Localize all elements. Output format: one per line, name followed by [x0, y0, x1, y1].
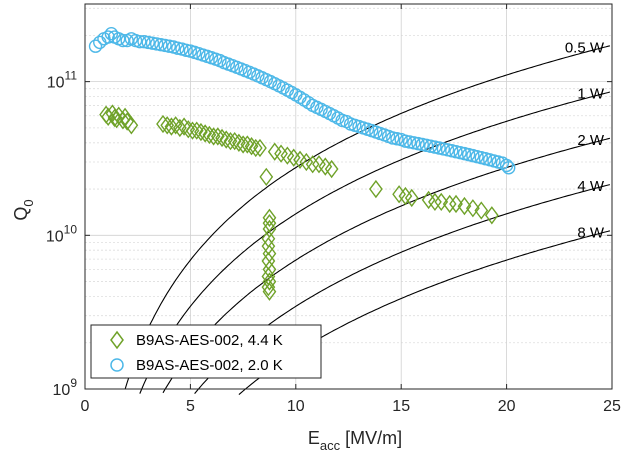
- data-point-diamond: [181, 120, 196, 139]
- data-point-diamond: [120, 112, 135, 131]
- data-point-diamond: [164, 117, 179, 136]
- data-point-circle: [499, 158, 514, 173]
- data-point-diamond: [202, 125, 217, 145]
- power-curve-label: 1 W: [577, 86, 605, 103]
- data-point-diamond: [428, 192, 442, 212]
- data-point-diamond: [262, 208, 277, 227]
- series-1: [99, 104, 499, 301]
- power-curve-label: 4 W: [577, 178, 605, 195]
- data-point-diamond: [442, 194, 457, 214]
- x-tick-label: 20: [498, 398, 516, 415]
- data-point-diamond: [262, 282, 277, 301]
- data-point-circle: [88, 39, 103, 53]
- data-point-diamond: [236, 135, 250, 154]
- legend-circle-marker: [110, 358, 124, 372]
- y-tick-label: 1010: [46, 222, 77, 245]
- power-curve: [162, 137, 611, 394]
- data-point-diamond: [262, 272, 277, 291]
- data-point-diamond: [484, 206, 499, 225]
- power-curve-label: 8 W: [577, 224, 605, 241]
- data-point-diamond: [244, 137, 259, 156]
- data-point-diamond: [177, 117, 191, 136]
- data-point-diamond: [210, 127, 225, 146]
- x-axis-title-sub: acc: [320, 438, 341, 453]
- data-point-diamond: [227, 131, 242, 151]
- data-point-circle: [137, 34, 151, 49]
- x-axis-title-main: E: [308, 428, 320, 448]
- y-axis-title-main: Q: [11, 207, 31, 221]
- data-point-diamond: [232, 133, 246, 152]
- data-point-diamond: [168, 116, 183, 135]
- data-point-diamond: [198, 124, 213, 143]
- data-point-diamond: [465, 199, 480, 218]
- data-point-diamond: [253, 138, 267, 158]
- data-series: [88, 27, 516, 301]
- data-point-diamond: [259, 167, 274, 187]
- data-point-diamond: [107, 108, 122, 128]
- data-point-circle: [145, 36, 160, 50]
- y-axis-title: Q0: [11, 199, 36, 220]
- x-tick-label: 15: [392, 398, 410, 415]
- data-point-diamond: [185, 121, 200, 140]
- data-point-circle: [149, 37, 164, 51]
- legend-item-4k: B9AS-AES-002, 4.4 K: [110, 330, 283, 350]
- legend: B9AS-AES-002, 4.4 K B9AS-AES-002, 2.0 K: [90, 324, 322, 379]
- data-point-diamond: [434, 192, 449, 212]
- power-curve: [124, 45, 611, 390]
- data-point-diamond: [248, 138, 263, 158]
- x-axis-title-unit: [MV/m]: [340, 428, 402, 448]
- series-2: [88, 27, 516, 175]
- power-curve-label: 0.5 W: [565, 39, 605, 56]
- data-point-circle: [133, 34, 147, 49]
- x-axis-title: Eacc [MV/m]: [308, 428, 402, 453]
- power-curve-label: 2 W: [577, 132, 605, 149]
- y-tick-label: 1011: [47, 69, 78, 92]
- x-tick-label: 0: [81, 398, 90, 415]
- legend-label-2k: B9AS-AES-002, 2.0 K: [136, 357, 283, 374]
- data-point-diamond: [404, 188, 419, 208]
- x-tick-label: 10: [287, 398, 305, 415]
- data-point-circle: [101, 30, 115, 44]
- data-point-circle: [386, 131, 400, 145]
- legend-item-2k: B9AS-AES-002, 2.0 K: [110, 357, 283, 374]
- legend-label-4k: B9AS-AES-002, 4.4 K: [136, 332, 283, 349]
- x-tick-label: 25: [603, 398, 621, 415]
- curve-labels: 0.5 W 1 W 2 W 4 W 8 W: [565, 39, 605, 241]
- x-tick-label: 5: [186, 398, 195, 415]
- data-point-circle: [104, 27, 119, 41]
- data-point-circle: [154, 37, 168, 52]
- data-point-diamond: [240, 135, 255, 154]
- y-axis-title-sub: 0: [21, 199, 36, 206]
- legend-diamond-marker: [110, 330, 124, 350]
- data-point-diamond: [457, 196, 472, 216]
- data-point-diamond: [369, 179, 383, 199]
- data-point-circle: [502, 161, 516, 175]
- data-point-diamond: [474, 201, 489, 220]
- data-point-circle: [390, 132, 404, 146]
- data-point-diamond: [189, 121, 204, 140]
- data-point-circle: [158, 38, 172, 53]
- data-point-diamond: [324, 159, 339, 179]
- data-point-diamond: [223, 131, 238, 151]
- data-point-diamond: [194, 122, 208, 142]
- data-point-circle: [162, 39, 177, 53]
- ticks: 0 5 10 15 20 25 109 1010 1011: [46, 4, 621, 415]
- data-point-diamond: [449, 194, 463, 214]
- data-point-diamond: [219, 130, 234, 149]
- power-curve: [139, 91, 611, 394]
- data-point-diamond: [261, 277, 276, 297]
- data-point-diamond: [172, 118, 187, 138]
- data-point-circle: [141, 35, 155, 50]
- data-point-diamond: [124, 116, 139, 135]
- data-point-diamond: [215, 128, 229, 148]
- data-point-diamond: [206, 127, 221, 146]
- data-point-diamond: [262, 219, 277, 239]
- legend-box: [90, 324, 322, 379]
- y-tick-label: 109: [53, 376, 78, 399]
- data-point-diamond: [156, 114, 170, 134]
- data-point-diamond: [262, 260, 277, 279]
- plot-frame: [84, 3, 613, 390]
- data-point-diamond: [305, 155, 320, 174]
